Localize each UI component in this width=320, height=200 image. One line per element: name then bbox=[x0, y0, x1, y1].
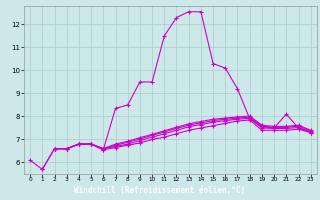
Text: Windchill (Refroidissement éolien,°C): Windchill (Refroidissement éolien,°C) bbox=[75, 186, 245, 195]
